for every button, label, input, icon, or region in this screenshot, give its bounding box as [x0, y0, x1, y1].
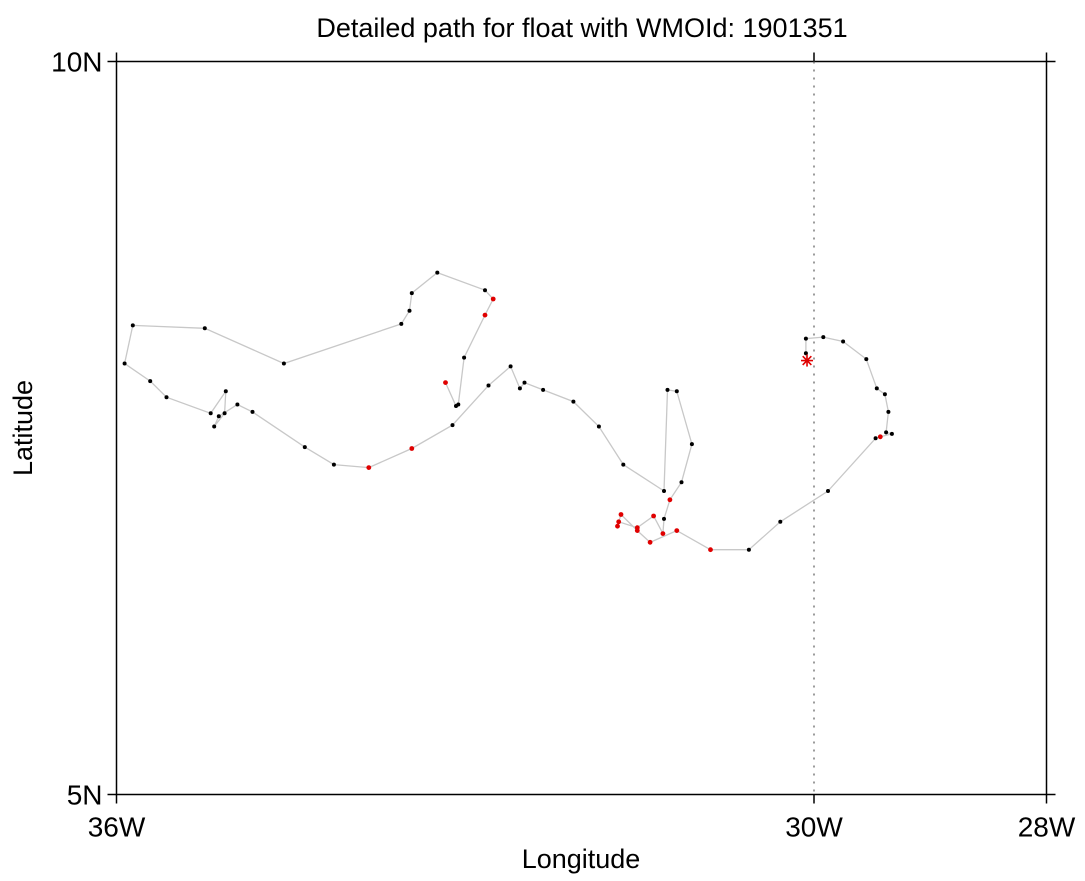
- y-axis-label: Latitude: [8, 380, 38, 476]
- position-point: [483, 288, 487, 293]
- highlighted-position-point: [708, 547, 713, 553]
- highlighted-position-point: [490, 296, 496, 302]
- position-point: [689, 442, 694, 447]
- position-point: [874, 386, 879, 391]
- position-point: [674, 389, 679, 394]
- position-point: [517, 386, 522, 391]
- position-point: [450, 423, 455, 428]
- x-tick-label: 36W: [88, 812, 146, 843]
- plot-frame: [115, 60, 1048, 796]
- position-point: [462, 355, 467, 360]
- position-point: [541, 387, 546, 392]
- position-point: [331, 462, 336, 467]
- position-point: [208, 411, 213, 416]
- x-axis-label: Longitude: [522, 844, 641, 874]
- position-point: [454, 404, 458, 408]
- position-point: [223, 389, 228, 394]
- position-point: [803, 336, 808, 341]
- position-point: [826, 489, 830, 493]
- x-tick-label: 28W: [1018, 812, 1076, 843]
- highlighted-position-point: [482, 312, 488, 318]
- position-point: [222, 411, 227, 416]
- position-point: [216, 414, 221, 419]
- position-point: [409, 291, 414, 296]
- position-point: [886, 409, 891, 414]
- position-point: [778, 519, 783, 524]
- position-point: [662, 516, 666, 521]
- highlighted-position-point: [615, 523, 620, 529]
- position-point: [882, 392, 887, 397]
- map-title: Detailed path for float with WMOId: 1901…: [316, 13, 847, 43]
- highlighted-position-point: [647, 539, 653, 545]
- highlighted-position-point: [443, 380, 448, 385]
- highlighted-position-point: [674, 528, 680, 533]
- position-point: [821, 335, 826, 340]
- position-point: [281, 361, 286, 366]
- highlighted-position-point: [877, 434, 883, 440]
- position-point: [889, 431, 894, 436]
- float-positions: [122, 270, 894, 553]
- position-point: [679, 480, 684, 485]
- x-tick-label: 30W: [785, 812, 843, 843]
- highlighted-position-point: [667, 497, 673, 503]
- position-point: [250, 409, 255, 414]
- position-point: [486, 383, 491, 388]
- highlighted-position-point: [366, 465, 372, 470]
- position-point: [621, 462, 626, 467]
- y-tick-label: 5N: [67, 780, 103, 811]
- position-point: [407, 308, 412, 313]
- position-point: [596, 424, 601, 429]
- position-point: [665, 387, 670, 392]
- position-point: [746, 547, 751, 552]
- position-point: [302, 445, 307, 450]
- highlighted-position-point: [409, 446, 415, 451]
- position-point: [148, 379, 153, 384]
- position-point: [164, 395, 169, 400]
- y-tick-label: 10N: [51, 47, 102, 78]
- highlighted-position-point: [634, 525, 640, 531]
- highlighted-position-point: [616, 519, 622, 525]
- position-point: [873, 436, 878, 441]
- position-point: [130, 323, 135, 328]
- position-point: [841, 339, 846, 344]
- position-point: [662, 489, 666, 493]
- asterisk-stroke: [802, 355, 812, 366]
- position-point: [571, 399, 576, 404]
- highlighted-position-point: [618, 512, 624, 517]
- position-point: [864, 357, 869, 362]
- position-point: [803, 351, 808, 356]
- position-point: [235, 402, 240, 407]
- position-point: [884, 430, 889, 435]
- highlighted-position-point: [651, 513, 656, 519]
- position-point: [122, 361, 127, 366]
- position-point: [212, 424, 217, 429]
- position-point: [202, 326, 207, 331]
- axis-ticks: 36W 30W 28W 10N 5N: [51, 47, 1076, 843]
- position-point: [399, 321, 404, 326]
- position-point: [508, 364, 513, 369]
- position-point: [522, 380, 527, 385]
- highlighted-position-point: [660, 531, 666, 536]
- position-point: [435, 270, 440, 275]
- float-track-line: [123, 271, 893, 551]
- start-position-marker: [801, 354, 814, 367]
